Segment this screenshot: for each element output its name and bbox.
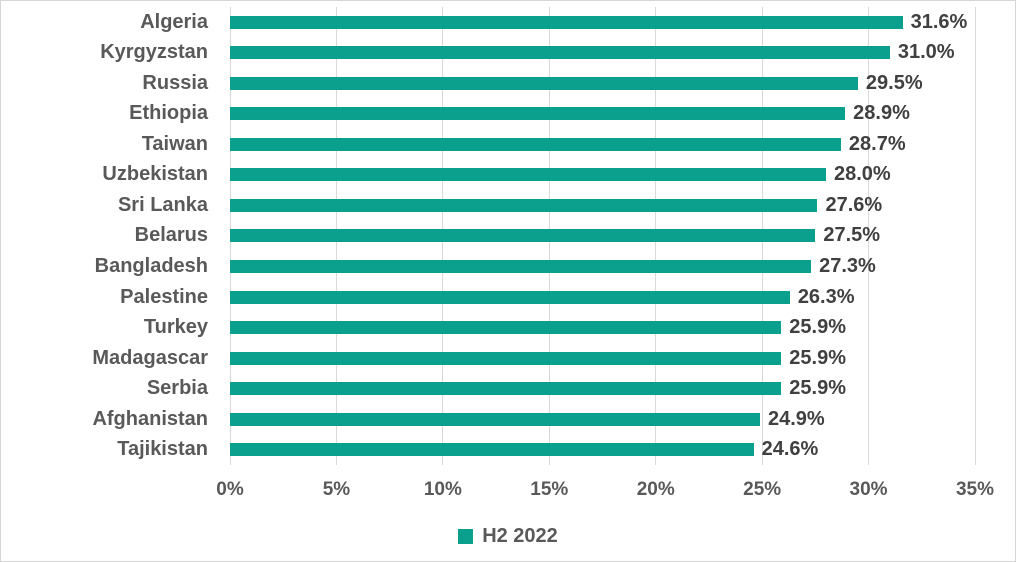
category-label: Ethiopia [129, 102, 208, 125]
bar-row: 24.9% [230, 404, 975, 435]
bar [230, 198, 818, 212]
bar [230, 46, 890, 60]
category-label: Russia [142, 71, 208, 94]
x-tick-label: 0% [216, 479, 244, 500]
gridline [974, 7, 976, 465]
data-label: 29.5% [865, 71, 923, 94]
x-tick-label: 20% [636, 479, 675, 500]
category-axis: Algeria Kyrgyzstan Russia Ethiopia Taiwan Uzb… [1, 7, 208, 465]
bar-row: 27.5% [230, 221, 975, 252]
bar [230, 260, 812, 274]
category-label: Tajikistan [117, 438, 208, 461]
bar-row: 25.9% [230, 343, 975, 374]
bar [230, 321, 782, 335]
data-label: 24.6% [761, 438, 819, 461]
gridline [868, 7, 870, 465]
data-label: 24.9% [768, 407, 825, 430]
data-label: 25.9% [789, 316, 847, 339]
category-label: Sri Lanka [117, 193, 208, 216]
bar-row: 25.9% [230, 373, 975, 404]
bar-row: 27.6% [230, 190, 975, 221]
data-label: 25.9% [789, 377, 847, 400]
bar [230, 107, 846, 121]
bar [230, 15, 903, 29]
bar-row: 24.6% [230, 434, 975, 465]
bar [230, 229, 816, 243]
legend-swatch [458, 529, 474, 544]
category-label: Taiwan [141, 132, 208, 155]
data-label: 31.6% [910, 10, 968, 33]
category-label: Serbia [146, 377, 208, 400]
data-label: 25.9% [789, 346, 847, 369]
bar-row: 25.9% [230, 312, 975, 343]
bar-row: 28.7% [230, 129, 975, 160]
category-label: Algeria [140, 10, 208, 33]
data-label: 28.9% [853, 102, 910, 125]
x-tick-label: 25% [743, 479, 782, 500]
bar [230, 137, 841, 151]
category-label: Bangladesh [94, 255, 208, 278]
category-label: Uzbekistan [102, 163, 208, 186]
bar [230, 382, 782, 396]
bar [230, 168, 826, 182]
category-label: Kyrgyzstan [100, 41, 208, 64]
bar-row: 28.0% [230, 160, 975, 191]
data-label: 27.3% [819, 255, 876, 278]
data-label: 28.7% [848, 132, 906, 155]
data-label: 26.3% [797, 285, 855, 308]
x-axis: 0% 5% 10% 15% 20% 25% 30% 35% [216, 479, 994, 505]
bar [230, 412, 760, 426]
bar-row: 26.3% [230, 282, 975, 313]
bar-row: 31.6% [230, 7, 975, 38]
plot-area: 31.6% 31.0% 29.5% 28.9% 28.7% 28.0% 27.6% 27.5%… [229, 7, 976, 465]
category-label: Turkey [143, 316, 208, 339]
bar-row: 29.5% [230, 68, 975, 99]
bar [230, 351, 782, 365]
category-label: Palestine [120, 285, 208, 308]
legend-label: H2 2022 [482, 525, 558, 547]
bar-series: 31.6% 31.0% 29.5% 28.9% 28.7% 28.0% 27.6% 27.5%… [230, 7, 975, 465]
x-tick-label: 10% [423, 479, 462, 500]
x-tick-label: 15% [530, 479, 569, 500]
bar [230, 443, 754, 457]
x-tick-label: 30% [849, 479, 888, 500]
bar [230, 76, 858, 90]
bar-row: 27.3% [230, 251, 975, 282]
bar-row: 28.9% [230, 99, 975, 130]
legend: H2 2022 [1, 525, 1015, 548]
data-label: 27.5% [823, 224, 881, 247]
category-label: Madagascar [92, 346, 208, 369]
category-label: Afghanistan [92, 407, 208, 430]
data-label: 31.0% [897, 41, 955, 64]
data-label: 28.0% [834, 163, 891, 186]
x-tick-label: 5% [322, 479, 351, 500]
x-tick-label: 35% [955, 479, 995, 500]
bar-row: 31.0% [230, 38, 975, 69]
category-label: Belarus [134, 224, 208, 247]
data-label: 27.6% [825, 193, 883, 216]
bar [230, 290, 790, 304]
